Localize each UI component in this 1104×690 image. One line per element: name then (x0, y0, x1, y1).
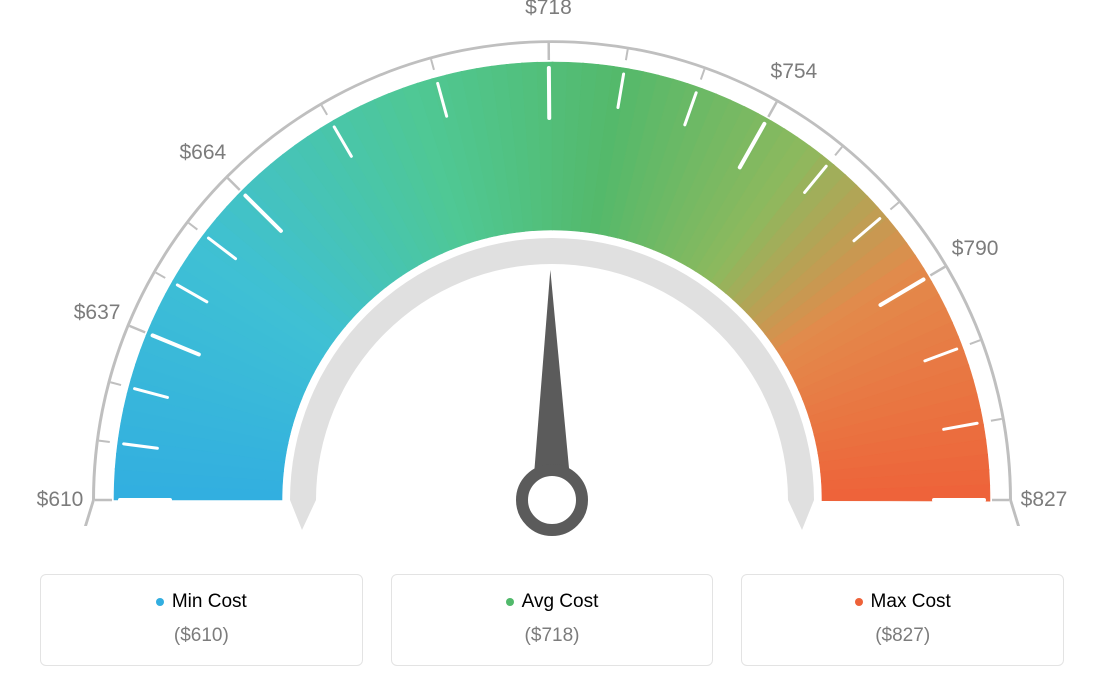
tick-label: $610 (37, 488, 84, 512)
tick-label: $718 (525, 0, 572, 20)
legend-dot-min (156, 598, 164, 606)
chart-container: $610 $637 $664 $718 $754 $790 $827 Min Cost ($… (0, 0, 1104, 690)
legend-card-min: Min Cost ($610) (40, 574, 363, 666)
tick-label: $664 (179, 141, 226, 165)
legend-value-avg: ($718) (402, 625, 703, 647)
legend-label-min: Min Cost (172, 591, 247, 613)
tick-label: $790 (952, 237, 999, 261)
legend-title-max: Max Cost (855, 591, 951, 613)
gauge: $610 $637 $664 $718 $754 $790 $827 (0, 0, 1104, 560)
legend-title-avg: Avg Cost (506, 591, 599, 613)
tick-label: $827 (1021, 488, 1068, 512)
legend-card-max: Max Cost ($827) (741, 574, 1064, 666)
legend-value-max: ($827) (752, 625, 1053, 647)
tick-label: $637 (74, 301, 121, 325)
legend-card-avg: Avg Cost ($718) (391, 574, 714, 666)
legend-label-max: Max Cost (871, 591, 951, 613)
legend-title-min: Min Cost (156, 591, 247, 613)
legend-dot-avg (506, 598, 514, 606)
gauge-svg (0, 0, 1104, 560)
legend-value-min: ($610) (51, 625, 352, 647)
tick-label: $754 (771, 60, 818, 84)
legend-dot-max (855, 598, 863, 606)
legend-label-avg: Avg Cost (522, 591, 599, 613)
legend-row: Min Cost ($610) Avg Cost ($718) Max Cost… (40, 574, 1064, 666)
